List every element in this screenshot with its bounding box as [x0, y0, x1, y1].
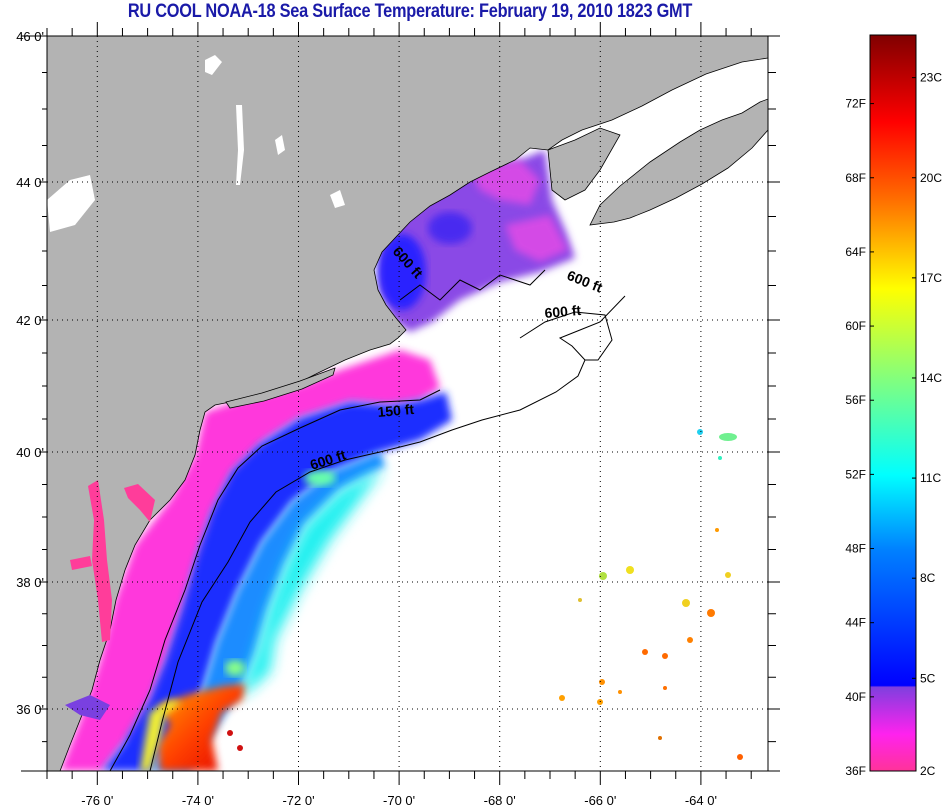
colorbar-label-c: 11C	[920, 471, 941, 485]
sst-patch	[662, 653, 668, 659]
contour-label: 600 ft	[544, 302, 582, 321]
colorbar-label-f: 60F	[845, 319, 866, 333]
lat-tick-label: 44 0'	[16, 175, 44, 190]
lon-tick-label: -74 0'	[182, 793, 214, 808]
sst-gulf-stream-yellow	[140, 700, 182, 771]
sst-patch	[682, 599, 690, 607]
sst-patch	[618, 690, 622, 694]
colorbar	[869, 34, 917, 772]
sst-patch	[663, 686, 667, 690]
sst-gulf-of-maine-pink	[470, 160, 568, 262]
axis-labels: -76 0' -74 0' -72 0' -70 0' -68 0' -66 0' -64 …	[16, 29, 717, 808]
colorbar-label-c: 2C	[920, 764, 936, 778]
lon-tick-label: -66 0'	[584, 793, 616, 808]
sst-patch	[725, 572, 731, 578]
sst-patch	[642, 649, 648, 655]
sst-patch	[227, 730, 233, 736]
contour-150ft	[109, 389, 441, 771]
sst-offshore-green	[304, 470, 336, 486]
sst-patch	[697, 429, 703, 435]
colorbar-label-c: 23C	[920, 71, 942, 85]
lake-champlain	[236, 105, 244, 185]
colorbar-label-f: 44F	[845, 616, 866, 630]
land-long-island	[225, 367, 336, 409]
contour-600ft	[149, 295, 626, 771]
axis-ticks	[21, 22, 780, 785]
water-lower-chesapeake	[65, 695, 110, 720]
sst-patch	[626, 566, 634, 574]
colorbar-label-f: 48F	[845, 542, 866, 556]
sst-patch	[719, 433, 737, 441]
colorbar-label-c: 14C	[920, 371, 942, 385]
sst-patch	[237, 745, 243, 751]
sst-patch	[578, 598, 582, 602]
sst-patch	[737, 754, 743, 760]
colorbar-label-c: 5C	[920, 671, 936, 685]
lon-tick-label: -64 0'	[685, 793, 717, 808]
colorbar-label-f: 40F	[845, 690, 866, 704]
sst-shelf-pink	[60, 350, 440, 771]
sst-slope-blue	[102, 392, 452, 771]
land-mainland	[47, 36, 768, 771]
lat-tick-label: 36 0'	[16, 702, 44, 717]
sst-patch	[658, 736, 662, 740]
sst-patch	[715, 528, 719, 532]
lake-ontario-area	[47, 175, 95, 232]
colorbar-label-f: 68F	[845, 171, 866, 185]
sst-patch	[687, 637, 693, 643]
colorbar-label-f: 72F	[845, 97, 866, 111]
sst-gulf-of-maine-cold	[378, 234, 426, 310]
colorbar-label-c: 17C	[920, 271, 942, 285]
water-chesapeake-bay	[70, 480, 112, 642]
sst-scattered-warm-patches	[227, 429, 743, 760]
contour-label: 150 ft	[377, 401, 415, 420]
lat-tick-label: 38 0'	[16, 575, 44, 590]
colorbar-label-f: 64F	[845, 245, 866, 259]
colorbar-label-c: 20C	[920, 171, 942, 185]
contour-gom-inner	[399, 269, 546, 301]
water-delaware-bay	[124, 484, 155, 522]
colorbar-label-f: 36F	[845, 764, 866, 778]
gridlines	[47, 36, 768, 771]
sst-patch	[599, 572, 607, 580]
land-nova-scotia	[589, 98, 768, 226]
sst-offshore-green-2	[225, 660, 245, 676]
lon-tick-label: -76 0'	[81, 793, 113, 808]
map-title: RU COOL NOAA-18 Sea Surface Temperature:…	[127, 1, 693, 22]
colorbar-label-c: 8C	[920, 571, 936, 585]
lat-tick-label: 40 0'	[16, 445, 44, 460]
lon-tick-label: -68 0'	[484, 793, 516, 808]
lon-tick-label: -70 0'	[383, 793, 415, 808]
colorbar-labels: 72F 68F 64F 60F 56F 52F 48F 44F 40F 36F 23C 20C 17C 1…	[845, 71, 942, 778]
sst-patch	[599, 679, 605, 685]
lon-tick-label: -72 0'	[282, 793, 314, 808]
land	[47, 36, 768, 771]
contour-600ft-gom	[519, 311, 613, 361]
sst-gulf-of-maine-cold-2	[428, 212, 472, 244]
sst-patch	[707, 609, 715, 617]
land-new-brunswick	[547, 127, 621, 201]
colorbar-label-f: 52F	[845, 467, 866, 481]
sst-gulf-stream	[158, 684, 245, 771]
bathymetry-contours	[109, 269, 626, 771]
sst-offshore-cyan	[232, 466, 385, 700]
sst-patch	[718, 456, 722, 460]
map-area: 600 ft 600 ft 600 ft 150 ft 600 ft	[47, 36, 768, 771]
sst-patch	[559, 695, 565, 701]
lat-tick-label: 46 0'	[16, 29, 44, 44]
lat-tick-label: 42 0'	[16, 313, 44, 328]
colorbar-label-f: 56F	[845, 393, 866, 407]
